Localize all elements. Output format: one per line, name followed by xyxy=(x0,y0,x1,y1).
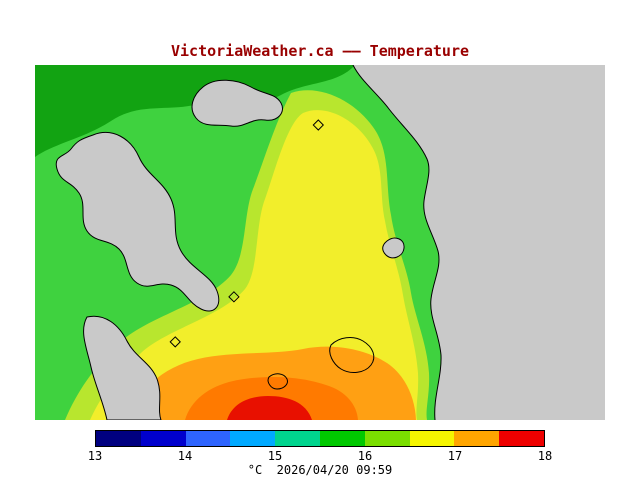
station-marker-icon xyxy=(169,336,181,348)
land-inlet-north xyxy=(191,79,283,127)
legend-tick-label: 17 xyxy=(447,449,463,463)
legend-color-segment xyxy=(364,431,410,446)
legend-color-segment xyxy=(230,431,276,446)
color-scale-bar xyxy=(95,430,545,447)
coast-hook-east xyxy=(382,237,405,259)
region-yellow xyxy=(90,110,419,420)
land-peninsula-west xyxy=(55,132,220,312)
region-dark-green xyxy=(35,65,355,157)
legend-color-segment xyxy=(185,431,231,446)
station-marker-icon xyxy=(312,119,324,131)
legend-tick-label: 13 xyxy=(87,449,103,463)
legend-color-segment xyxy=(454,431,500,446)
temperature-field xyxy=(35,65,442,420)
region-red xyxy=(227,396,312,420)
color-scale-ticks: 13 14 15 16 17 18 xyxy=(88,449,552,463)
legend-tick-label: 15 xyxy=(267,449,283,463)
island-outline-small xyxy=(267,373,288,390)
coastline-east xyxy=(352,65,442,420)
legend-color-segment xyxy=(140,431,186,446)
land-coast-southwest xyxy=(83,315,162,420)
legend-color-segment xyxy=(409,431,455,446)
legend-color-segment xyxy=(96,431,141,446)
legend-tick-label: 14 xyxy=(177,449,193,463)
page-title: VictoriaWeather.ca —— Temperature xyxy=(170,42,469,60)
legend-color-segment xyxy=(319,431,365,446)
legend-color-segment xyxy=(275,431,320,446)
temperature-map xyxy=(35,65,605,420)
legend-caption: °C 2026/04/20 09:59 xyxy=(247,463,393,477)
island-outline-large xyxy=(329,337,375,373)
legend-tick-label: 16 xyxy=(357,449,373,463)
station-marker-icon xyxy=(228,291,240,303)
legend-tick-label: 18 xyxy=(537,449,553,463)
legend-color-segment xyxy=(499,431,544,446)
